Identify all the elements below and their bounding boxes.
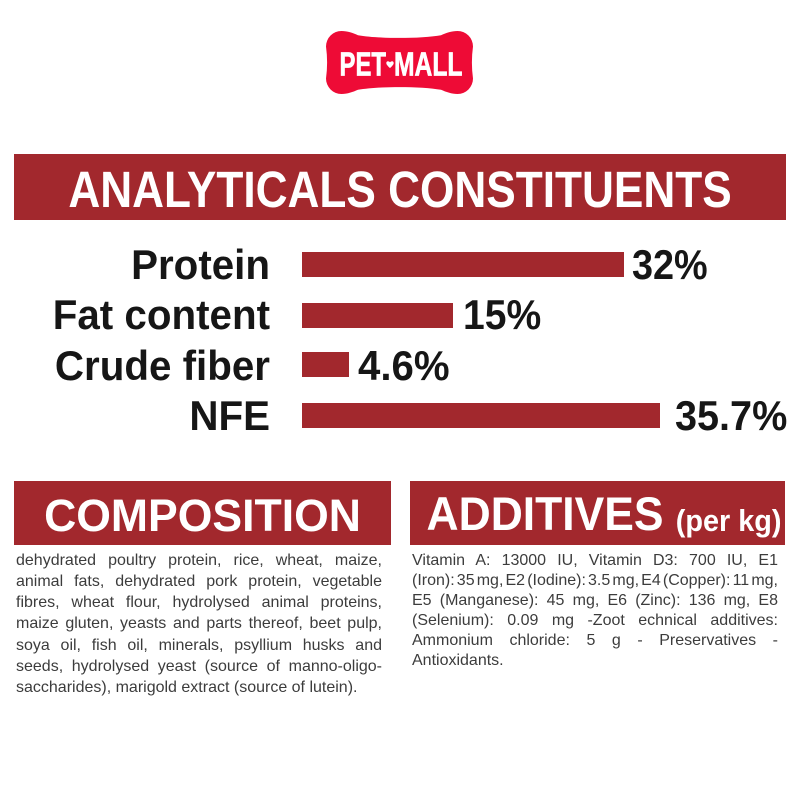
svg-text:MALL: MALL [394,46,463,83]
svg-text:PET: PET [340,46,387,83]
